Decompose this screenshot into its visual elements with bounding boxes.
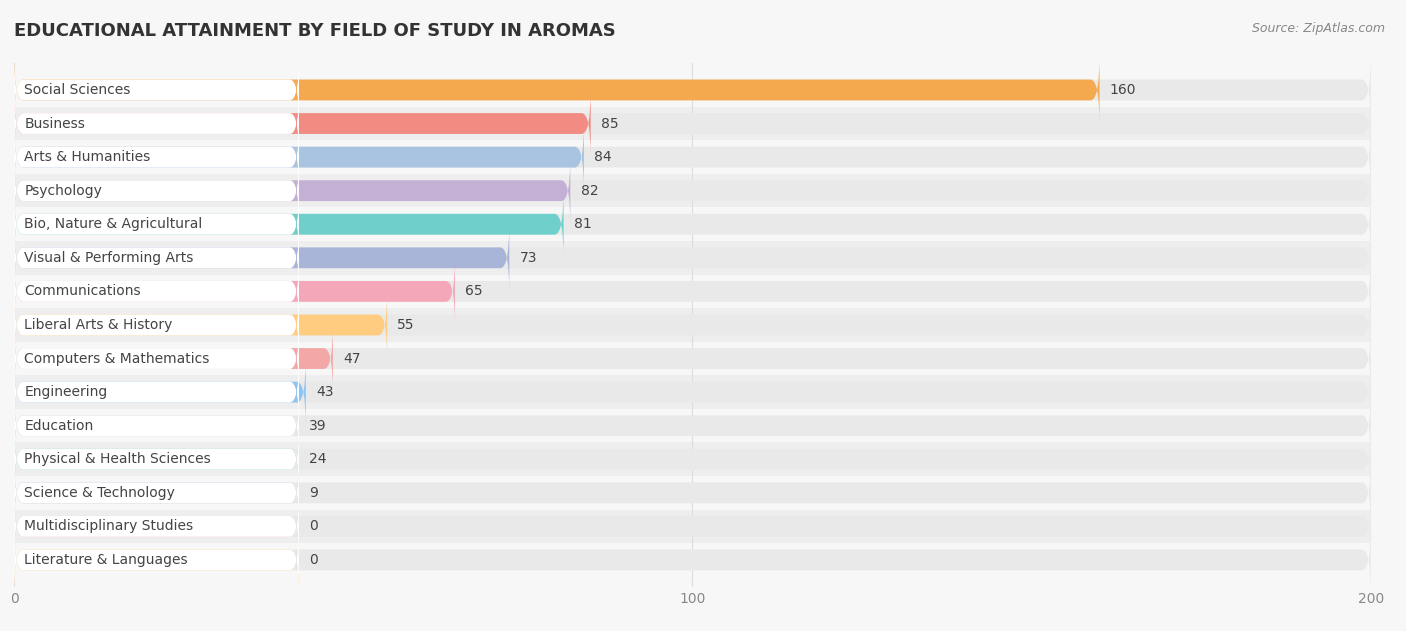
FancyBboxPatch shape <box>14 90 299 158</box>
FancyBboxPatch shape <box>14 358 1371 427</box>
FancyBboxPatch shape <box>14 223 1371 292</box>
Text: EDUCATIONAL ATTAINMENT BY FIELD OF STUDY IN AROMAS: EDUCATIONAL ATTAINMENT BY FIELD OF STUDY… <box>14 22 616 40</box>
FancyBboxPatch shape <box>14 324 333 392</box>
Text: 24: 24 <box>309 452 326 466</box>
FancyBboxPatch shape <box>14 156 571 225</box>
FancyBboxPatch shape <box>14 241 1371 274</box>
FancyBboxPatch shape <box>14 358 305 427</box>
Text: 85: 85 <box>600 117 619 131</box>
Text: Source: ZipAtlas.com: Source: ZipAtlas.com <box>1251 22 1385 35</box>
Text: Physical & Health Sciences: Physical & Health Sciences <box>24 452 211 466</box>
Text: 81: 81 <box>574 217 592 231</box>
Text: Arts & Humanities: Arts & Humanities <box>24 150 150 164</box>
FancyBboxPatch shape <box>14 174 1371 208</box>
FancyBboxPatch shape <box>14 291 1371 359</box>
FancyBboxPatch shape <box>14 459 299 527</box>
Text: 73: 73 <box>519 251 537 265</box>
FancyBboxPatch shape <box>14 308 1371 342</box>
FancyBboxPatch shape <box>14 375 1371 409</box>
FancyBboxPatch shape <box>14 459 299 527</box>
Text: 0: 0 <box>309 519 318 533</box>
FancyBboxPatch shape <box>14 223 299 292</box>
FancyBboxPatch shape <box>14 90 591 158</box>
FancyBboxPatch shape <box>14 358 299 427</box>
FancyBboxPatch shape <box>14 190 564 258</box>
FancyBboxPatch shape <box>14 526 1371 594</box>
Text: Liberal Arts & History: Liberal Arts & History <box>24 318 173 332</box>
FancyBboxPatch shape <box>14 492 299 560</box>
FancyBboxPatch shape <box>14 56 299 124</box>
FancyBboxPatch shape <box>14 392 299 460</box>
FancyBboxPatch shape <box>14 123 299 191</box>
FancyBboxPatch shape <box>14 392 299 460</box>
FancyBboxPatch shape <box>14 190 1371 258</box>
Text: Multidisciplinary Studies: Multidisciplinary Studies <box>24 519 194 533</box>
Text: 160: 160 <box>1109 83 1136 97</box>
Text: Science & Technology: Science & Technology <box>24 486 176 500</box>
FancyBboxPatch shape <box>14 291 299 359</box>
Text: Social Sciences: Social Sciences <box>24 83 131 97</box>
Text: 9: 9 <box>309 486 318 500</box>
Text: Psychology: Psychology <box>24 184 103 198</box>
FancyBboxPatch shape <box>14 425 1371 493</box>
Text: 47: 47 <box>343 351 360 365</box>
Text: 43: 43 <box>316 385 333 399</box>
Text: 65: 65 <box>465 285 482 298</box>
FancyBboxPatch shape <box>14 459 1371 527</box>
Text: Education: Education <box>24 419 93 433</box>
FancyBboxPatch shape <box>14 442 1371 476</box>
Text: Business: Business <box>24 117 86 131</box>
Text: 55: 55 <box>398 318 415 332</box>
FancyBboxPatch shape <box>14 257 299 326</box>
FancyBboxPatch shape <box>14 190 299 258</box>
Text: 0: 0 <box>309 553 318 567</box>
FancyBboxPatch shape <box>14 257 1371 326</box>
FancyBboxPatch shape <box>14 492 299 560</box>
FancyBboxPatch shape <box>14 107 1371 140</box>
FancyBboxPatch shape <box>14 123 583 191</box>
FancyBboxPatch shape <box>14 324 299 392</box>
Text: Visual & Performing Arts: Visual & Performing Arts <box>24 251 194 265</box>
Text: Computers & Mathematics: Computers & Mathematics <box>24 351 209 365</box>
FancyBboxPatch shape <box>14 526 299 594</box>
FancyBboxPatch shape <box>14 156 299 225</box>
FancyBboxPatch shape <box>14 223 509 292</box>
FancyBboxPatch shape <box>14 123 1371 191</box>
Text: 82: 82 <box>581 184 598 198</box>
FancyBboxPatch shape <box>14 291 387 359</box>
FancyBboxPatch shape <box>14 257 456 326</box>
FancyBboxPatch shape <box>14 510 1371 543</box>
Text: 39: 39 <box>309 419 326 433</box>
FancyBboxPatch shape <box>14 156 1371 225</box>
FancyBboxPatch shape <box>14 90 1371 158</box>
Text: Literature & Languages: Literature & Languages <box>24 553 188 567</box>
FancyBboxPatch shape <box>14 526 299 594</box>
Text: Engineering: Engineering <box>24 385 107 399</box>
FancyBboxPatch shape <box>14 392 1371 460</box>
Text: 84: 84 <box>595 150 612 164</box>
Text: Bio, Nature & Agricultural: Bio, Nature & Agricultural <box>24 217 202 231</box>
FancyBboxPatch shape <box>14 324 1371 392</box>
FancyBboxPatch shape <box>14 425 299 493</box>
FancyBboxPatch shape <box>14 425 299 493</box>
FancyBboxPatch shape <box>14 56 1099 124</box>
Text: Communications: Communications <box>24 285 141 298</box>
FancyBboxPatch shape <box>14 56 1371 124</box>
FancyBboxPatch shape <box>14 492 1371 560</box>
